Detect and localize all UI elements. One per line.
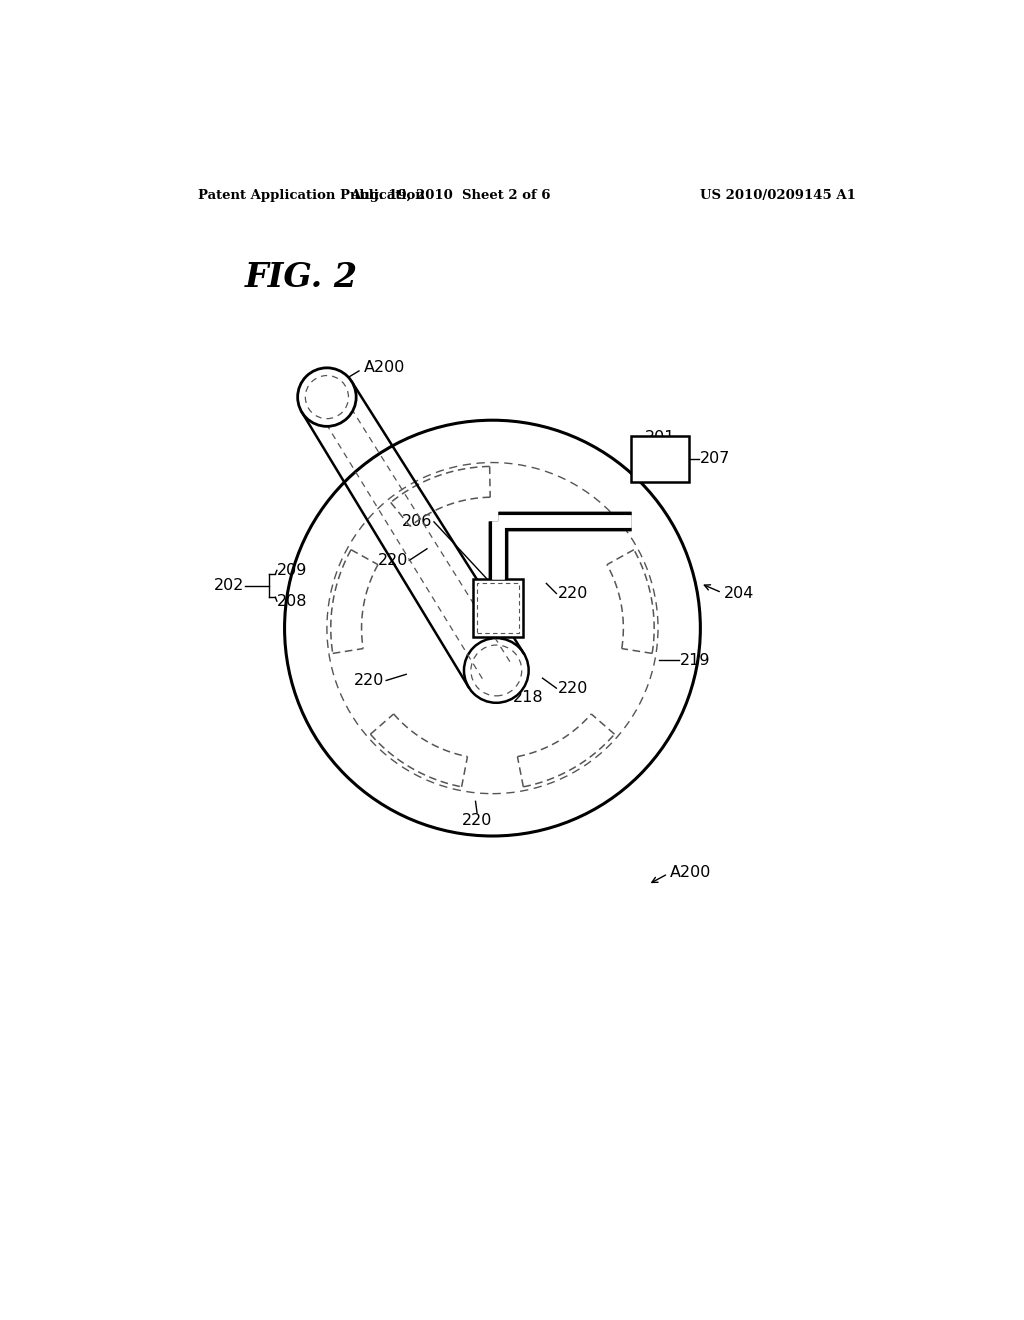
Text: FIG. 2: FIG. 2 xyxy=(245,261,357,294)
Text: 220: 220 xyxy=(354,673,385,688)
Text: 206: 206 xyxy=(402,515,432,529)
Text: 218: 218 xyxy=(513,690,544,705)
Text: 201: 201 xyxy=(645,429,676,445)
Text: Aug. 19, 2010  Sheet 2 of 6: Aug. 19, 2010 Sheet 2 of 6 xyxy=(350,189,550,202)
Bar xyxy=(631,436,689,482)
Text: US 2010/0209145 A1: US 2010/0209145 A1 xyxy=(700,189,856,202)
Text: 220: 220 xyxy=(462,813,493,828)
Text: 209: 209 xyxy=(276,562,307,578)
Text: A200: A200 xyxy=(364,360,406,375)
Circle shape xyxy=(298,368,356,426)
Text: 204: 204 xyxy=(724,586,754,601)
Text: Patent Application Publication: Patent Application Publication xyxy=(199,189,425,202)
Text: 202: 202 xyxy=(214,578,245,593)
Bar xyxy=(473,579,523,636)
Text: 219: 219 xyxy=(680,653,711,668)
Bar xyxy=(477,582,519,632)
Text: 220: 220 xyxy=(558,681,588,696)
Circle shape xyxy=(464,638,528,702)
Text: 220: 220 xyxy=(558,586,588,601)
Text: 208: 208 xyxy=(276,594,307,609)
Text: 220: 220 xyxy=(378,553,408,568)
Text: A200: A200 xyxy=(670,865,711,879)
Text: 207: 207 xyxy=(700,451,731,466)
Circle shape xyxy=(285,420,700,836)
